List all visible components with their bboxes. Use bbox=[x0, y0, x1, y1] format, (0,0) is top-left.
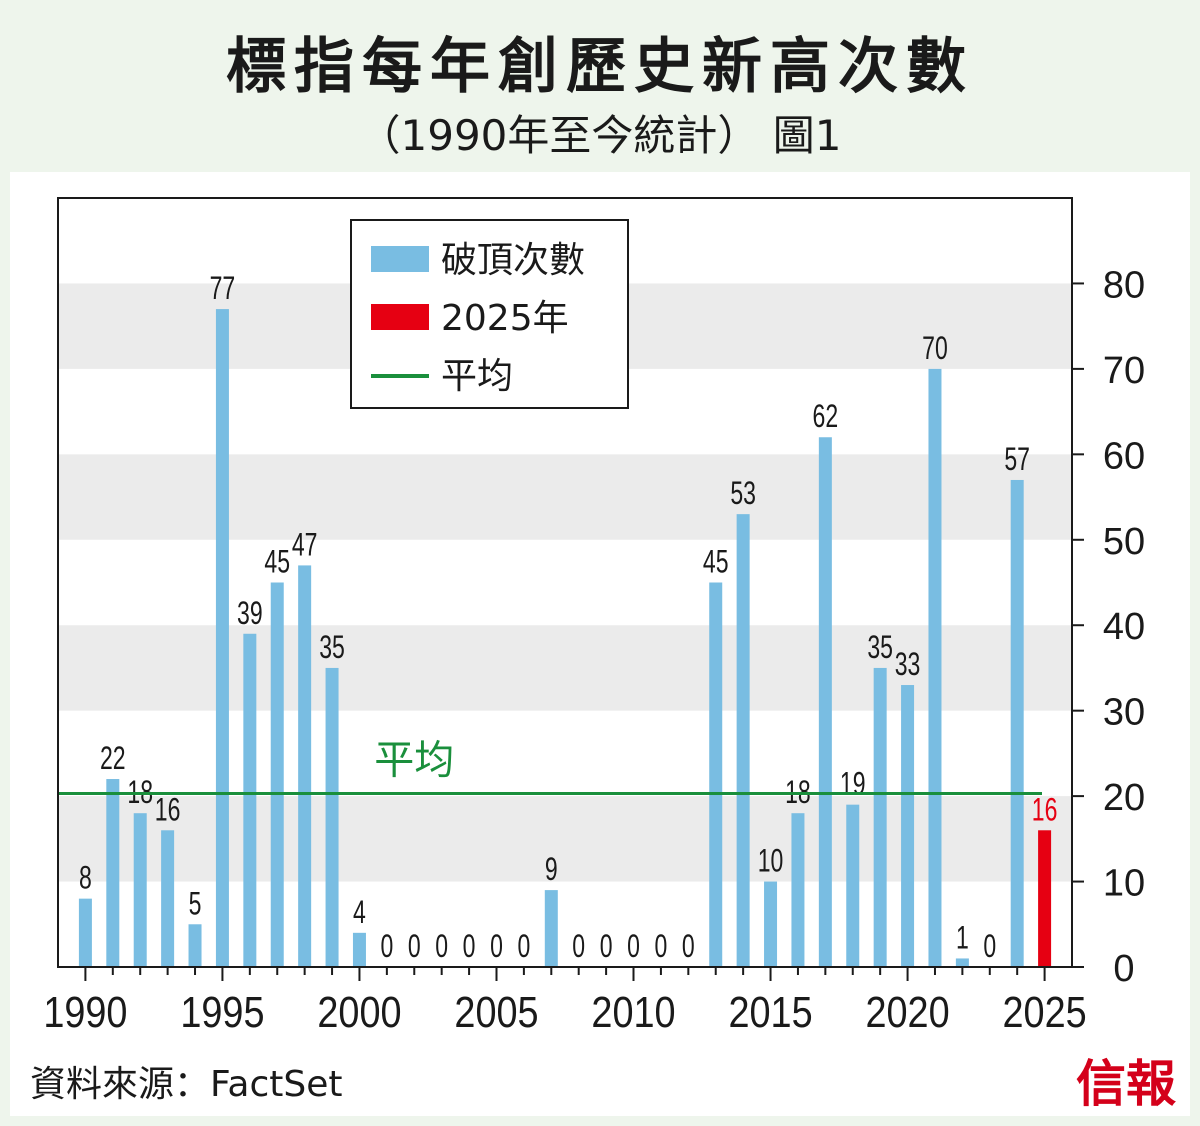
data-label-2025: 16 bbox=[1032, 792, 1058, 828]
bar-1990 bbox=[78, 898, 92, 967]
data-label-2001: 0 bbox=[380, 928, 393, 964]
data-label-1999: 35 bbox=[319, 629, 345, 665]
bar-1991 bbox=[106, 779, 120, 967]
data-label-2023: 0 bbox=[983, 928, 996, 964]
x-tick-label: 2005 bbox=[454, 987, 538, 1036]
x-tick-label: 2010 bbox=[591, 987, 675, 1036]
y-tick-label: 60 bbox=[1103, 435, 1145, 477]
bar-1999 bbox=[325, 667, 339, 967]
y-tick-label: 70 bbox=[1103, 350, 1145, 392]
bar-1998 bbox=[298, 565, 312, 967]
grid-band bbox=[58, 796, 1072, 882]
bar-2024 bbox=[1010, 479, 1024, 967]
bar-1994 bbox=[188, 924, 202, 967]
y-tick-label: 20 bbox=[1103, 777, 1145, 819]
bar-2014 bbox=[736, 514, 750, 967]
y-tick-label: 0 bbox=[1113, 948, 1134, 990]
x-tick-label: 2025 bbox=[1003, 987, 1087, 1036]
data-label-2006: 0 bbox=[517, 928, 530, 964]
data-label-2020: 33 bbox=[895, 646, 921, 682]
data-label-2002: 0 bbox=[408, 928, 421, 964]
data-label-2018: 19 bbox=[840, 766, 866, 802]
data-label-2000: 4 bbox=[353, 894, 366, 930]
bar-2019 bbox=[873, 667, 887, 967]
y-tick-label: 80 bbox=[1103, 264, 1145, 306]
data-label-2019: 35 bbox=[867, 629, 893, 665]
data-label-2004: 0 bbox=[463, 928, 476, 964]
data-label-1998: 47 bbox=[292, 527, 318, 563]
data-label-2008: 0 bbox=[572, 928, 585, 964]
legend-swatch-0 bbox=[371, 246, 429, 272]
plot-frame bbox=[57, 197, 1073, 968]
bar-2000 bbox=[352, 932, 366, 967]
bar-2022 bbox=[955, 958, 969, 967]
data-label-1991: 22 bbox=[100, 740, 126, 776]
chart-subtitle: （1990年至今統計） 圖1 bbox=[358, 111, 842, 160]
bar-2025 bbox=[1038, 830, 1052, 967]
y-tick-label: 50 bbox=[1103, 521, 1145, 563]
bar-2021 bbox=[928, 368, 942, 967]
legend-swatch-1 bbox=[371, 304, 429, 330]
chart-panel: 8 22 18 16 5 77 39 45 47 35 4 0 0 0 0 0 0 9 0 0 0 0 0 45 53 10 18 6… bbox=[10, 172, 1190, 1116]
chart-title: 標指每年創歷史新高次數 bbox=[226, 32, 974, 102]
bar-1995 bbox=[215, 309, 229, 967]
data-label-1993: 16 bbox=[155, 792, 181, 828]
bar-2018 bbox=[846, 804, 860, 967]
bar-2007 bbox=[544, 890, 558, 967]
legend-label-1: 2025年 bbox=[441, 298, 569, 339]
grid-band bbox=[58, 454, 1072, 540]
brand-logo: 信報 bbox=[1076, 1054, 1176, 1113]
y-tick-label: 10 bbox=[1103, 863, 1145, 905]
bar-1996 bbox=[243, 633, 257, 967]
bar-2017 bbox=[818, 437, 832, 967]
data-label-1990: 8 bbox=[79, 860, 92, 896]
data-label-2010: 0 bbox=[627, 928, 640, 964]
data-label-2015: 10 bbox=[758, 843, 784, 879]
data-label-2007: 9 bbox=[545, 851, 558, 887]
data-label-1996: 39 bbox=[237, 595, 263, 631]
x-tick-label: 2020 bbox=[865, 987, 949, 1036]
legend-label-0: 破頂次數 bbox=[441, 240, 585, 281]
bar-2020 bbox=[901, 685, 915, 967]
data-label-2005: 0 bbox=[490, 928, 503, 964]
bar-1993 bbox=[161, 830, 175, 967]
data-label-1997: 45 bbox=[264, 544, 290, 580]
y-tick-label: 30 bbox=[1103, 692, 1145, 734]
x-tick-label: 1995 bbox=[180, 987, 264, 1036]
bar-2016 bbox=[791, 813, 805, 967]
x-tick-label: 2000 bbox=[317, 987, 401, 1036]
y-tick-label: 40 bbox=[1103, 606, 1145, 648]
legend-label-2: 平均 bbox=[441, 356, 513, 397]
data-label-2014: 53 bbox=[730, 475, 756, 511]
data-label-1994: 5 bbox=[189, 886, 202, 922]
data-label-2003: 0 bbox=[435, 928, 448, 964]
x-tick-label: 2015 bbox=[728, 987, 812, 1036]
data-label-2021: 70 bbox=[922, 330, 948, 366]
data-label-2013: 45 bbox=[703, 544, 729, 580]
x-tick-label: 1990 bbox=[43, 987, 127, 1036]
data-label-2022: 1 bbox=[956, 920, 969, 956]
bar-2015 bbox=[764, 881, 778, 967]
data-label-2024: 57 bbox=[1004, 441, 1030, 477]
source-note: 資料來源：FactSet bbox=[30, 1064, 343, 1105]
data-label-2017: 62 bbox=[813, 399, 839, 435]
data-label-2009: 0 bbox=[600, 928, 613, 964]
bar-1997 bbox=[270, 582, 284, 967]
data-label-1995: 77 bbox=[210, 270, 236, 306]
data-label-2012: 0 bbox=[682, 928, 695, 964]
data-label-2011: 0 bbox=[655, 928, 668, 964]
average-label: 平均 bbox=[374, 738, 454, 784]
bar-2013 bbox=[709, 582, 723, 967]
bar-1992 bbox=[133, 813, 147, 967]
